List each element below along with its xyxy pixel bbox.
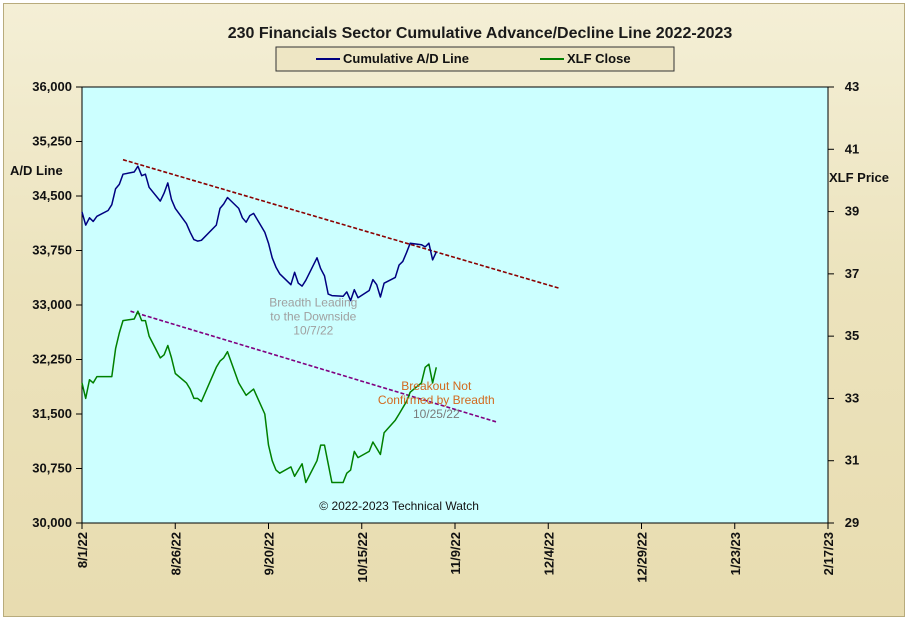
x-tick-label: 11/9/22	[448, 532, 463, 575]
x-tick-label: 10/15/22	[355, 532, 370, 583]
y-tick-label-left: 36,000	[32, 79, 72, 94]
x-tick-label: 2/17/23	[821, 532, 836, 575]
y-tick-label-right: 41	[845, 141, 859, 156]
series-ad-line	[81, 165, 437, 302]
annotation-breadth-line: 10/7/22	[293, 324, 333, 338]
plot-area	[81, 86, 829, 524]
x-tick-label: 8/1/22	[75, 532, 90, 568]
y-tick-label-left: 30,750	[32, 461, 72, 476]
y-tick-label-left: 31,500	[32, 406, 72, 421]
y-tick-label-left: 30,000	[32, 515, 72, 530]
legend-box	[275, 46, 675, 72]
y-tick-label-left: 33,750	[32, 243, 72, 258]
legend: Cumulative A/D Line XLF Close	[275, 46, 675, 72]
series-xlf-close	[81, 310, 438, 484]
y-tick-label-right: 35	[845, 328, 859, 343]
annotation-breadth-line: Breadth Leading	[269, 296, 357, 310]
y-tick-label-right: 43	[845, 79, 859, 94]
y-tick-label-left: 35,250	[32, 134, 72, 149]
y-tick-label-right: 31	[845, 453, 859, 468]
trendline-ad-line	[122, 158, 560, 290]
chart-title: 230 Financials Sector Cumulative Advance…	[228, 25, 733, 42]
x-tick-label: 12/4/22	[541, 532, 556, 575]
y-tick-label-right: 33	[845, 390, 859, 405]
legend-label-ad-line: Cumulative A/D Line	[343, 51, 469, 66]
annotation-breadth-line: to the Downside	[270, 310, 356, 324]
trendline-layer	[122, 158, 560, 423]
x-tick-label: 8/26/22	[168, 532, 183, 575]
y-tick-label-right: 39	[845, 204, 859, 219]
y-tick-label-left: 32,250	[32, 352, 72, 367]
y-tick-label-right: 37	[845, 266, 859, 281]
legend-label-xlf: XLF Close	[567, 51, 631, 66]
y-axis-label-right: XLF Price	[829, 170, 889, 185]
annotation-breakout-line: 10/25/22	[413, 407, 460, 421]
x-tick-label: 1/23/23	[728, 532, 743, 575]
x-tick-label: 12/29/22	[635, 532, 650, 583]
y-tick-label-right: 29	[845, 515, 859, 530]
trendline-xlf	[130, 310, 497, 423]
annotation-copyright: © 2022-2023 Technical Watch	[319, 499, 479, 513]
series-layer	[81, 165, 438, 484]
annotation-breakout-line: Confirmed by Breadth	[378, 393, 495, 407]
axis-layer: 36,000 35,250 34,500 33,750 33,000 32,250 31,5…	[32, 79, 859, 583]
y-tick-label-left: 34,500	[32, 188, 72, 203]
annotation-copyright-line: © 2022-2023 Technical Watch	[319, 499, 479, 513]
x-tick-label: 9/20/22	[262, 532, 277, 575]
y-axis-label-left: A/D Line	[10, 163, 63, 178]
annotation-breakout-line: Breakout Not	[401, 379, 472, 393]
y-tick-label-left: 33,000	[32, 297, 72, 312]
